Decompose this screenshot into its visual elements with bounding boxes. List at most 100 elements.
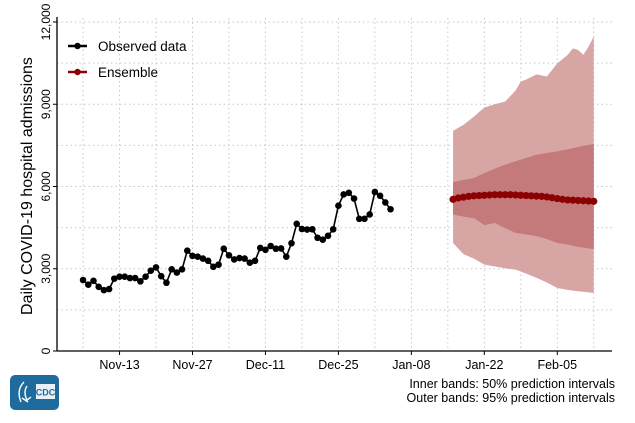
x-tick-label: Nov-13 <box>99 358 139 372</box>
observed-point <box>142 273 149 281</box>
y-tick-label: 9,000 <box>39 89 53 119</box>
observed-point <box>241 255 248 262</box>
observed-point <box>168 265 175 273</box>
y-tick-label: 12,000 <box>39 3 53 40</box>
observed-point <box>355 215 363 223</box>
x-tick-label: Jan-08 <box>392 358 430 372</box>
observed-point <box>204 257 212 265</box>
observed-point <box>376 192 384 200</box>
observed-point <box>382 199 389 206</box>
ensemble-point <box>470 192 478 200</box>
observed-point <box>319 236 327 243</box>
prediction-bands <box>453 36 594 293</box>
observed-point <box>309 225 316 233</box>
ensemble-point <box>569 196 577 204</box>
observed-point <box>173 269 181 276</box>
observed-point <box>246 259 254 267</box>
observed-point <box>340 191 347 198</box>
observed-point <box>131 274 139 282</box>
ensemble-point <box>538 192 546 200</box>
observed-point <box>126 274 134 282</box>
observed-point <box>95 283 102 291</box>
outer-bands-note: Outer bands: 95% prediction intervals <box>407 391 615 405</box>
ensemble-point <box>511 191 520 199</box>
observed-point <box>350 195 358 202</box>
ensemble-point <box>564 196 572 204</box>
observed-point <box>152 264 160 271</box>
observed-point <box>272 245 280 253</box>
legend-label-observed: Observed data <box>98 39 187 54</box>
observed-point <box>111 275 118 282</box>
observed-point <box>163 279 170 287</box>
observed-point <box>137 278 144 285</box>
hhs-eagle-icon <box>18 381 32 403</box>
observed-point <box>371 188 379 196</box>
observed-point <box>288 239 295 247</box>
inner-bands-note: Inner bands: 50% prediction intervals <box>409 377 615 391</box>
ensemble-point <box>465 192 473 200</box>
observed-point <box>194 253 202 260</box>
observed-point <box>116 273 123 281</box>
observed-point <box>236 254 243 262</box>
observed-point <box>147 267 155 274</box>
ensemble-point <box>501 191 509 199</box>
ensemble-point <box>517 191 525 199</box>
observed-point <box>90 277 97 285</box>
legend: Observed data Ensemble <box>68 39 187 80</box>
legend-item-ensemble: Ensemble <box>68 65 158 80</box>
observed-point <box>256 244 264 252</box>
axes: 0 3,000 6,000 9,000 12,000 Nov-13 Nov-27 Dec-11… <box>39 3 612 372</box>
observed-point <box>303 226 311 233</box>
observed-point <box>298 225 306 233</box>
ensemble-point <box>475 191 483 200</box>
observed-point <box>79 276 87 284</box>
ensemble-point <box>496 191 504 199</box>
observed-point <box>277 245 285 252</box>
y-tick-label: 0 <box>39 347 53 354</box>
observed-point <box>215 261 222 268</box>
observed-point <box>329 225 337 233</box>
ensemble-point <box>574 196 582 205</box>
x-tick-label: Feb-05 <box>537 358 577 372</box>
ensemble-point <box>558 195 567 203</box>
y-tick-label: 6,000 <box>39 171 53 201</box>
x-tick-label: Nov-27 <box>172 358 212 372</box>
legend-marker-observed <box>74 42 81 50</box>
observed-point <box>366 211 373 218</box>
observed-point <box>100 286 108 294</box>
observed-point <box>220 245 228 253</box>
observed-point <box>324 232 332 240</box>
ensemble-point <box>522 191 530 200</box>
x-tick-label: Dec-11 <box>246 358 285 372</box>
observed-point <box>345 189 353 197</box>
observed-point <box>121 273 129 281</box>
observed-point <box>157 272 165 280</box>
observed-point <box>210 263 217 271</box>
observed-point <box>262 246 269 254</box>
observed-point <box>189 252 196 260</box>
legend-item-observed: Observed data <box>68 39 187 54</box>
ensemble-point <box>579 197 587 205</box>
observed-point <box>361 215 368 223</box>
observed-point <box>314 234 321 242</box>
observed-point <box>251 257 259 265</box>
ensemble-point <box>506 191 514 199</box>
observed-point <box>282 253 290 260</box>
ensemble-point <box>491 191 499 199</box>
observed-point <box>293 220 301 228</box>
x-tick-label: Dec-25 <box>318 358 358 372</box>
ensemble-point <box>584 197 593 205</box>
y-axis-label: Daily COVID-19 hospital admissions <box>19 57 36 315</box>
observed-point <box>225 252 233 259</box>
observed-point <box>199 255 207 262</box>
observed-point <box>230 256 238 263</box>
ensemble-point <box>590 197 598 205</box>
legend-marker-ensemble <box>74 68 81 76</box>
observed-point <box>183 247 191 254</box>
x-tick-label: Jan-22 <box>465 358 503 372</box>
observed-point <box>335 202 342 209</box>
legend-label-ensemble: Ensemble <box>98 65 158 80</box>
observed-point <box>105 285 113 293</box>
cdc-logo-text: CDC <box>36 388 56 398</box>
